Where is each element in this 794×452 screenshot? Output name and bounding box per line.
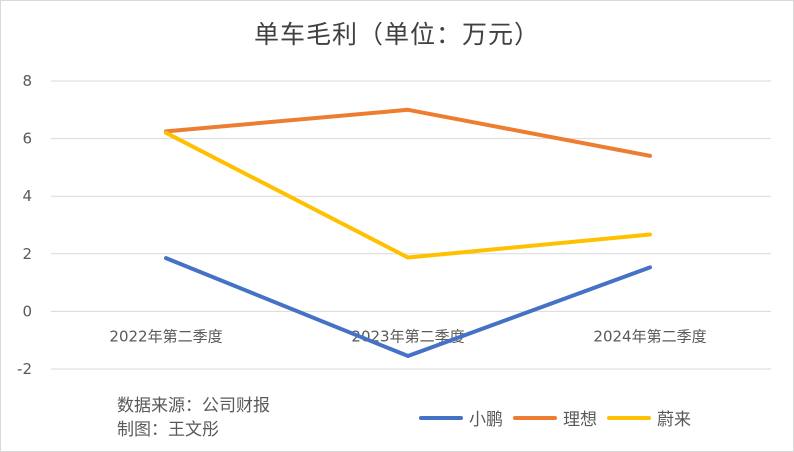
legend-item-nio: 蔚来: [607, 405, 691, 430]
legend-swatch: [607, 415, 651, 420]
legend-label: 蔚来: [657, 410, 691, 430]
series-line: [164, 130, 652, 260]
legend: 小鹏 理想 蔚来: [419, 405, 691, 430]
legend-swatch: [419, 415, 463, 420]
legend-item-lixiang: 理想: [513, 405, 597, 430]
series-line: [164, 256, 652, 359]
series-line: [164, 107, 652, 158]
author-text: 制图：王文彤: [117, 420, 219, 440]
y-tick-label: 8: [22, 72, 32, 90]
legend-item-xiaopeng: 小鹏: [419, 405, 503, 430]
source-text: 数据来源：公司财报: [117, 396, 270, 416]
chart-title: 单车毛利（单位：万元）: [253, 20, 540, 49]
y-tick-label: -2: [17, 360, 32, 378]
x-tick-label: 2022年第二季度: [109, 327, 222, 345]
y-tick-label: 6: [22, 130, 32, 148]
y-tick-label: 4: [22, 187, 32, 205]
legend-swatch: [513, 415, 557, 420]
y-tick-label: 0: [22, 302, 32, 320]
legend-label: 小鹏: [469, 410, 503, 430]
y-tick-label: 2: [22, 245, 32, 263]
source-note: 数据来源：公司财报 制图：王文彤: [117, 394, 270, 442]
x-tick-label: 2024年第二季度: [593, 327, 706, 345]
x-tick-label: 2023年第二季度: [351, 327, 464, 345]
legend-label: 理想: [563, 410, 597, 430]
